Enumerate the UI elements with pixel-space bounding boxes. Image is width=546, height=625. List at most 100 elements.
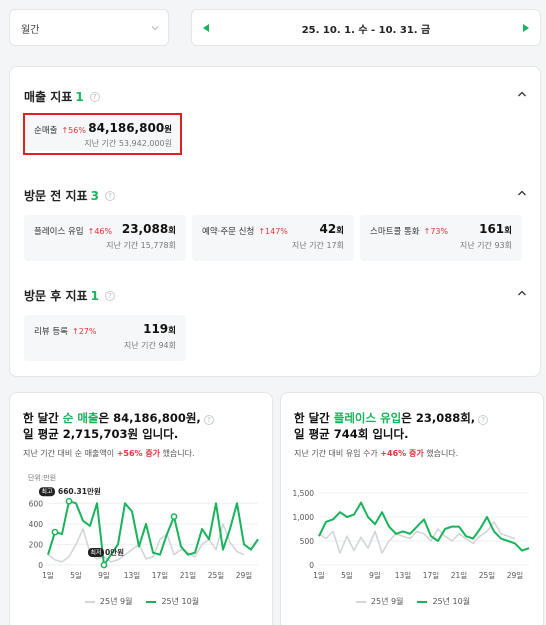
period-select-value: 월간 [21, 25, 40, 36]
legend-label: 25년 10월 [432, 597, 471, 606]
metric-label-text: 플레이스 유입 [34, 227, 84, 237]
date-range-label: 25. 10. 1. 수 - 10. 31. 금 [301, 25, 431, 36]
metric-change: ↑56% [61, 126, 86, 135]
date-navigator: 25. 10. 1. 수 - 10. 31. 금 [191, 9, 541, 46]
metric-net-sales[interactable]: 순매출 ↑56% 84,186,800원 지난 기간 53,942,000원 [24, 115, 182, 151]
legend-label: 25년 9월 [99, 597, 133, 606]
x-tick-label: 13일 [395, 571, 412, 580]
metric-unit: 회 [168, 326, 176, 336]
x-tick-label: 25일 [208, 571, 225, 580]
chevron-down-icon [151, 26, 159, 31]
help-icon[interactable]: ? [104, 190, 115, 201]
section-title-text: 방문 후 지표 [24, 289, 88, 303]
prev-period-arrow-icon[interactable] [202, 23, 210, 33]
y-tick-label: 0 [38, 561, 43, 570]
post-visit-section-title: 방문 후 지표 1 ? [24, 287, 115, 304]
metric-value-number: 23,088 [121, 222, 169, 236]
legend-current[interactable]: 25년 10월 [417, 596, 470, 607]
sub-text: 했습니다. [423, 449, 459, 458]
x-tick-label: 9일 [98, 571, 110, 580]
filter-bar: 월간 25. 10. 1. 수 - 10. 31. 금 [9, 9, 541, 46]
metric-change-value: 27% [78, 327, 97, 336]
metric-value: 161회 [479, 222, 512, 236]
y-tick-label: 1,000 [293, 513, 315, 522]
max-value-label: 660.31만원 [58, 486, 101, 496]
metric-place-inflow[interactable]: 플레이스 유입 ↑46% 23,088회 지난 기간 15,778회 [24, 215, 186, 261]
metric-previous: 지난 기간 15,778회 [106, 241, 176, 250]
next-period-arrow-icon[interactable] [522, 23, 530, 33]
metric-change-value: 56% [68, 126, 86, 135]
series-line-prev [47, 523, 245, 563]
x-tick-label: 5일 [70, 571, 82, 580]
summary-text: 은 84,186,800원, [98, 411, 201, 425]
summary-highlight: 순 매출 [62, 411, 99, 425]
x-tick-label: 17일 [152, 571, 169, 580]
section-title-text: 매출 지표 [24, 90, 73, 104]
summary-average: 일 평균 2,715,703원 입니다. [23, 427, 179, 441]
summary-text: 한 달간 [294, 411, 334, 425]
metric-unit: 회 [504, 226, 512, 236]
x-tick-label: 17일 [423, 571, 440, 580]
chevron-up-icon[interactable] [517, 289, 527, 297]
x-tick-label: 21일 [180, 571, 197, 580]
chevron-up-icon[interactable] [517, 189, 527, 197]
metric-change-value: 46% [94, 227, 113, 236]
series-line-current [318, 501, 530, 552]
place-line-chart[interactable]: 0 500 1,000 1,500 1일 5일 9일 13일 17일 21일 25일 29일 [281, 463, 545, 595]
help-icon[interactable]: ? [203, 415, 214, 425]
sales-chart-card: 한 달간 순 매출은 84,186,800원,? 일 평균 2,715,703원… [9, 392, 273, 625]
metric-review[interactable]: 리뷰 등록 ↑27% 119회 지난 기간 94회 [24, 315, 186, 361]
help-icon[interactable]: ? [478, 415, 489, 425]
legend-prev[interactable]: 25년 9월 [84, 596, 133, 607]
sales-summary-sub: 지난 기간 대비 순 매출액이 +56% 증가 했습니다. [23, 448, 195, 459]
x-tick-label: 9일 [369, 571, 381, 580]
unit-label: 단위:만원 [28, 473, 56, 482]
chevron-up-icon[interactable] [517, 90, 527, 98]
section-count: 3 [90, 188, 99, 203]
sub-highlight: +56% 증가 [116, 449, 161, 458]
sub-text: 했습니다. [160, 449, 195, 458]
sub-text: 지난 기간 대비 유입 수가 [294, 449, 381, 458]
legend-swatch [355, 600, 366, 603]
y-tick-label: 500 [300, 537, 315, 546]
data-point [170, 513, 178, 521]
period-select[interactable]: 월간 [9, 9, 169, 46]
max-badge [39, 487, 55, 497]
data-point [51, 528, 59, 536]
metric-change: ↑73% [423, 227, 449, 236]
metric-change: ↑147% [258, 227, 288, 236]
help-icon[interactable]: ? [104, 290, 115, 301]
data-point [100, 561, 108, 569]
section-count: 1 [75, 89, 84, 104]
summary-average: 일 평균 744회 입니다. [294, 427, 409, 441]
series-line-current [47, 500, 259, 566]
legend-current[interactable]: 25년 10월 [146, 596, 199, 607]
section-title-text: 방문 전 지표 [24, 189, 88, 203]
metric-label: 순매출 ↑56% [34, 124, 86, 136]
help-icon[interactable]: ? [89, 91, 100, 102]
legend-prev[interactable]: 25년 9월 [355, 596, 403, 607]
metric-change: ↑27% [71, 327, 97, 336]
metric-smartcall[interactable]: 스마트콜 통화 ↑73% 161회 지난 기간 93회 [360, 215, 522, 261]
metric-label: 예약·주문 신청 ↑147% [202, 225, 288, 237]
metric-change-value: 147% [265, 227, 288, 236]
place-summary-sub: 지난 기간 대비 유입 수가 +46% 증가 했습니다. [294, 448, 458, 459]
x-tick-label: 29일 [236, 571, 253, 580]
legend-swatch [146, 600, 157, 603]
y-tick-label: 200 [29, 540, 44, 549]
metric-unit: 회 [336, 226, 344, 236]
x-tick-label: 29일 [507, 571, 524, 580]
section-count: 1 [90, 288, 99, 303]
metrics-card: 매출 지표 1 ? 순매출 ↑56% 84,186,800원 지난 기간 53,9… [9, 66, 541, 377]
metric-value-number: 119 [143, 322, 169, 336]
metric-previous: 지난 기간 94회 [123, 341, 176, 350]
summary-highlight: 플레이스 유입 [333, 411, 402, 425]
metric-reservation-order[interactable]: 예약·주문 신청 ↑147% 42회 지난 기간 17회 [192, 215, 354, 261]
chart-legend: 25년 9월 25년 10월 [10, 596, 274, 607]
metric-value: 42회 [319, 222, 344, 236]
metric-label: 플레이스 유입 ↑46% [34, 225, 112, 237]
data-point [65, 497, 73, 505]
y-tick-label: 400 [29, 520, 44, 529]
x-tick-label: 1일 [42, 571, 54, 580]
